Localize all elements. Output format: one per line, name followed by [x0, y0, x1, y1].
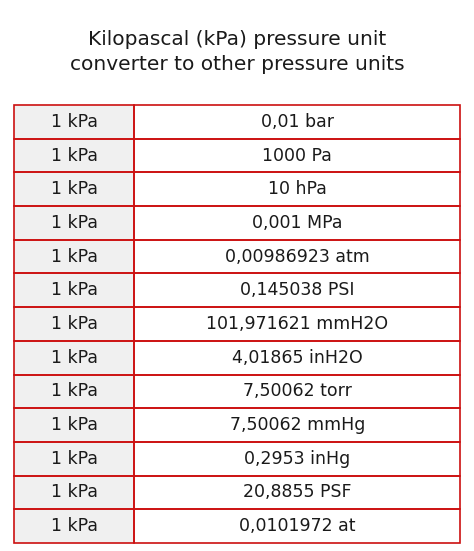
Text: 1 kPa: 1 kPa [51, 315, 98, 333]
Bar [14, 341, 135, 375]
Bar [135, 307, 460, 341]
Text: 1 kPa: 1 kPa [51, 247, 98, 266]
Text: 1 kPa: 1 kPa [51, 113, 98, 131]
Bar [14, 307, 135, 341]
Bar [135, 240, 460, 273]
Bar [14, 408, 135, 442]
Bar [135, 172, 460, 206]
Bar [135, 341, 460, 375]
Bar [14, 375, 135, 408]
Bar [14, 442, 135, 476]
Bar [14, 476, 135, 509]
Bar [135, 442, 460, 476]
Text: 1 kPa: 1 kPa [51, 147, 98, 165]
Bar [135, 139, 460, 172]
Bar [135, 509, 460, 543]
Bar [14, 273, 135, 307]
Bar [135, 273, 460, 307]
Text: 0,2953 inHg: 0,2953 inHg [244, 450, 350, 468]
Bar [14, 341, 135, 375]
Bar [135, 273, 460, 307]
Bar [135, 307, 460, 341]
Text: 0,001 MPa: 0,001 MPa [252, 214, 342, 232]
Bar [14, 240, 135, 273]
Bar [14, 476, 135, 509]
Bar [135, 442, 460, 476]
Text: 1 kPa: 1 kPa [51, 517, 98, 535]
Bar [14, 139, 135, 172]
Bar [14, 105, 135, 139]
Text: 0,145038 PSI: 0,145038 PSI [240, 282, 355, 299]
Bar [14, 442, 135, 476]
Text: 1 kPa: 1 kPa [51, 180, 98, 198]
Bar [135, 206, 460, 240]
Bar [14, 139, 135, 172]
Text: 0,01 bar: 0,01 bar [261, 113, 334, 131]
Text: 7,50062 mmHg: 7,50062 mmHg [229, 416, 365, 434]
Text: 0,00986923 atm: 0,00986923 atm [225, 247, 370, 266]
Bar [14, 240, 135, 273]
Text: 101,971621 mmH2O: 101,971621 mmH2O [206, 315, 388, 333]
Bar [135, 105, 460, 139]
Text: 1 kPa: 1 kPa [51, 483, 98, 501]
Text: 1 kPa: 1 kPa [51, 214, 98, 232]
Bar [135, 341, 460, 375]
Bar [135, 139, 460, 172]
Text: 4,01865 inH2O: 4,01865 inH2O [232, 349, 363, 367]
Bar [14, 172, 135, 206]
Bar [135, 172, 460, 206]
Text: 20,8855 PSF: 20,8855 PSF [243, 483, 351, 501]
Bar [14, 408, 135, 442]
Bar [14, 375, 135, 408]
Bar [14, 206, 135, 240]
Bar [135, 206, 460, 240]
Text: 1 kPa: 1 kPa [51, 450, 98, 468]
Bar [14, 307, 135, 341]
Bar [135, 476, 460, 509]
Bar [14, 509, 135, 543]
Bar [14, 273, 135, 307]
Bar [135, 105, 460, 139]
Bar [14, 105, 135, 139]
Text: 10 hPa: 10 hPa [268, 180, 327, 198]
Bar [14, 509, 135, 543]
Bar [135, 240, 460, 273]
Text: 1 kPa: 1 kPa [51, 349, 98, 367]
Text: Kilopascal (kPa) pressure unit
converter to other pressure units: Kilopascal (kPa) pressure unit converter… [70, 30, 404, 74]
Bar [135, 375, 460, 408]
Bar [14, 172, 135, 206]
Text: 1 kPa: 1 kPa [51, 382, 98, 401]
Text: 0,0101972 at: 0,0101972 at [239, 517, 356, 535]
Text: 1000 Pa: 1000 Pa [262, 147, 332, 165]
Text: 7,50062 torr: 7,50062 torr [243, 382, 352, 401]
Bar [14, 206, 135, 240]
Bar [135, 408, 460, 442]
Bar [135, 476, 460, 509]
Bar [135, 375, 460, 408]
Text: 1 kPa: 1 kPa [51, 416, 98, 434]
Bar [135, 408, 460, 442]
Text: 1 kPa: 1 kPa [51, 282, 98, 299]
Bar [135, 509, 460, 543]
